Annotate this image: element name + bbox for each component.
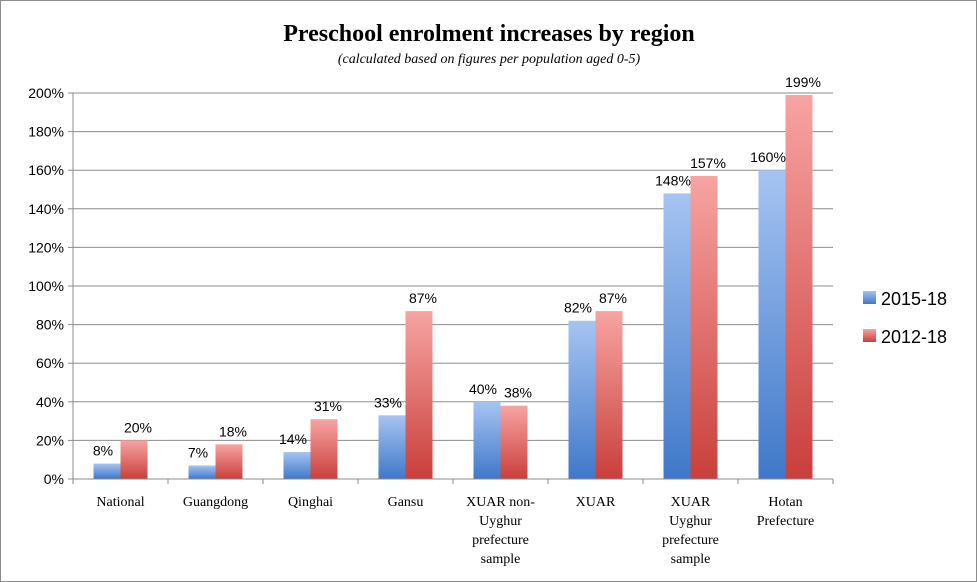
y-axis-tick-labels: 0% 20% 40% 60% 80% 100% 120% 140% 160% 180% 200%: [28, 85, 64, 487]
bar: [215, 444, 243, 479]
axes: [68, 92, 834, 484]
legend-label: 2015-18: [881, 289, 947, 309]
data-label: 199%: [785, 74, 821, 90]
data-label: 160%: [750, 149, 786, 165]
data-label: 87%: [409, 290, 437, 306]
x-category-label: sample: [481, 552, 521, 567]
x-category-label: XUAR: [671, 495, 711, 510]
bar: [595, 311, 623, 479]
chart-subtitle: (calculated based on figures per populat…: [338, 52, 641, 67]
bar: [663, 193, 691, 480]
bar: [283, 451, 311, 479]
bar: [500, 405, 528, 479]
x-category-label: Uyghur: [669, 514, 712, 529]
x-category-label: Guangdong: [183, 495, 248, 510]
bar: [568, 320, 596, 479]
data-label: 82%: [564, 300, 592, 316]
y-tick-label: 100%: [28, 278, 64, 294]
bar: [785, 94, 813, 480]
data-label: 40%: [469, 381, 497, 397]
legend: 2015-18 2012-18: [863, 289, 947, 347]
y-tick-label: 0%: [44, 471, 64, 487]
bars: [93, 94, 813, 480]
x-axis-category-labels: National Guangdong Qinghai Gansu XUAR non- Uy…: [96, 495, 814, 567]
data-label: 38%: [504, 385, 532, 401]
bar: [93, 463, 121, 479]
data-label: 31%: [314, 398, 342, 414]
y-tick-label: 20%: [36, 432, 64, 448]
bar: [378, 415, 406, 479]
bar: [405, 311, 433, 479]
data-label: 20%: [124, 419, 152, 435]
chart-title: Preschool enrolment increases by region: [283, 21, 695, 47]
x-category-label: Uyghur: [479, 514, 522, 529]
y-tick-label: 160%: [28, 162, 64, 178]
y-tick-label: 200%: [28, 85, 64, 101]
data-label: 7%: [188, 444, 208, 460]
bar: [758, 170, 786, 479]
bar: [188, 465, 216, 479]
data-label: 14%: [279, 431, 307, 447]
x-category-label: XUAR: [576, 495, 616, 510]
data-label: 8%: [93, 443, 113, 459]
y-tick-label: 80%: [36, 317, 64, 333]
y-tick-label: 60%: [36, 355, 64, 371]
data-label: 157%: [690, 155, 726, 171]
bar: [120, 440, 148, 479]
y-tick-label: 40%: [36, 394, 64, 410]
x-category-label: prefecture: [472, 533, 529, 548]
data-label: 18%: [219, 423, 247, 439]
data-label: 87%: [599, 290, 627, 306]
legend-swatch: [863, 291, 876, 304]
x-category-label: XUAR non-: [466, 495, 535, 510]
data-labels: 8% 20% 7% 18% 14% 31% 33% 87% 40% 38% 82% 87% 148%15…: [93, 74, 821, 461]
y-tick-label: 140%: [28, 201, 64, 217]
x-category-label: sample: [671, 552, 711, 567]
bar: [473, 401, 501, 479]
bar: [310, 419, 338, 479]
bar: [690, 175, 718, 480]
x-category-label: Qinghai: [288, 495, 333, 510]
y-tick-label: 180%: [28, 124, 64, 140]
gridlines: [73, 92, 833, 441]
y-tick-label: 120%: [28, 239, 64, 255]
x-category-label: Gansu: [388, 495, 424, 510]
data-label: 148%: [655, 172, 691, 188]
x-category-label: National: [96, 495, 144, 510]
legend-swatch: [863, 329, 876, 342]
legend-label: 2012-18: [881, 327, 947, 347]
data-label: 33%: [374, 394, 402, 410]
x-category-label: Hotan: [768, 495, 802, 510]
x-category-label: Prefecture: [757, 514, 815, 529]
x-category-label: prefecture: [662, 533, 719, 548]
